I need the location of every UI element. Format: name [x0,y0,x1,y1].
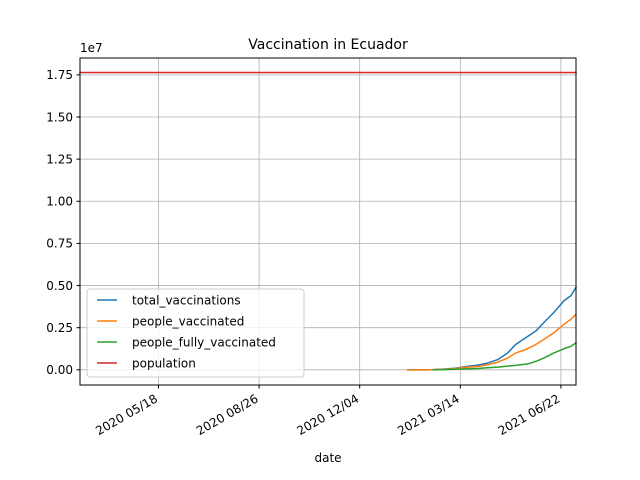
x-axis-label: date [314,451,341,465]
legend-label: population [132,356,196,370]
legend: total_vaccinations people_vaccinatedpeopl… [86,288,305,378]
x-tick-label: 2021 06/22 [496,391,563,438]
y-tick-label: 1.75 [46,68,73,82]
x-tick-label: 2020 08/26 [194,391,261,438]
y-offset-label: 1e7 [80,41,103,55]
series-layer [79,71,578,371]
legend-label: people_vaccinated [132,314,244,328]
legend-frame [86,288,305,378]
series-line-people_fully_vaccinated [432,341,578,371]
y-tick-label: 0.50 [46,279,73,293]
legend-label: total_vaccinations [132,293,241,307]
plot-area-frame [79,57,577,386]
y-tick-label: 0.25 [46,321,73,335]
y-tick-label: 1.25 [46,152,73,166]
y-tick-label: 1.00 [46,195,73,209]
chart-title: Vaccination in Ecuador [248,37,408,53]
y-tick-label: 0.00 [46,363,73,377]
x-tick-label: 2020 05/18 [93,391,160,438]
tick-layer: 0.00 0.25 0.50 0.75 1.00 1.25 1.50 1.75 2020 05/… [46,68,562,438]
y-tick-label: 0.75 [46,237,73,251]
legend-label: people_fully_vaccinated [132,335,276,349]
x-tick-label: 2020 12/04 [294,391,361,438]
series-line-total_vaccinations [407,286,578,371]
y-tick-label: 1.50 [46,110,73,124]
x-tick-label: 2021 03/14 [395,391,462,438]
